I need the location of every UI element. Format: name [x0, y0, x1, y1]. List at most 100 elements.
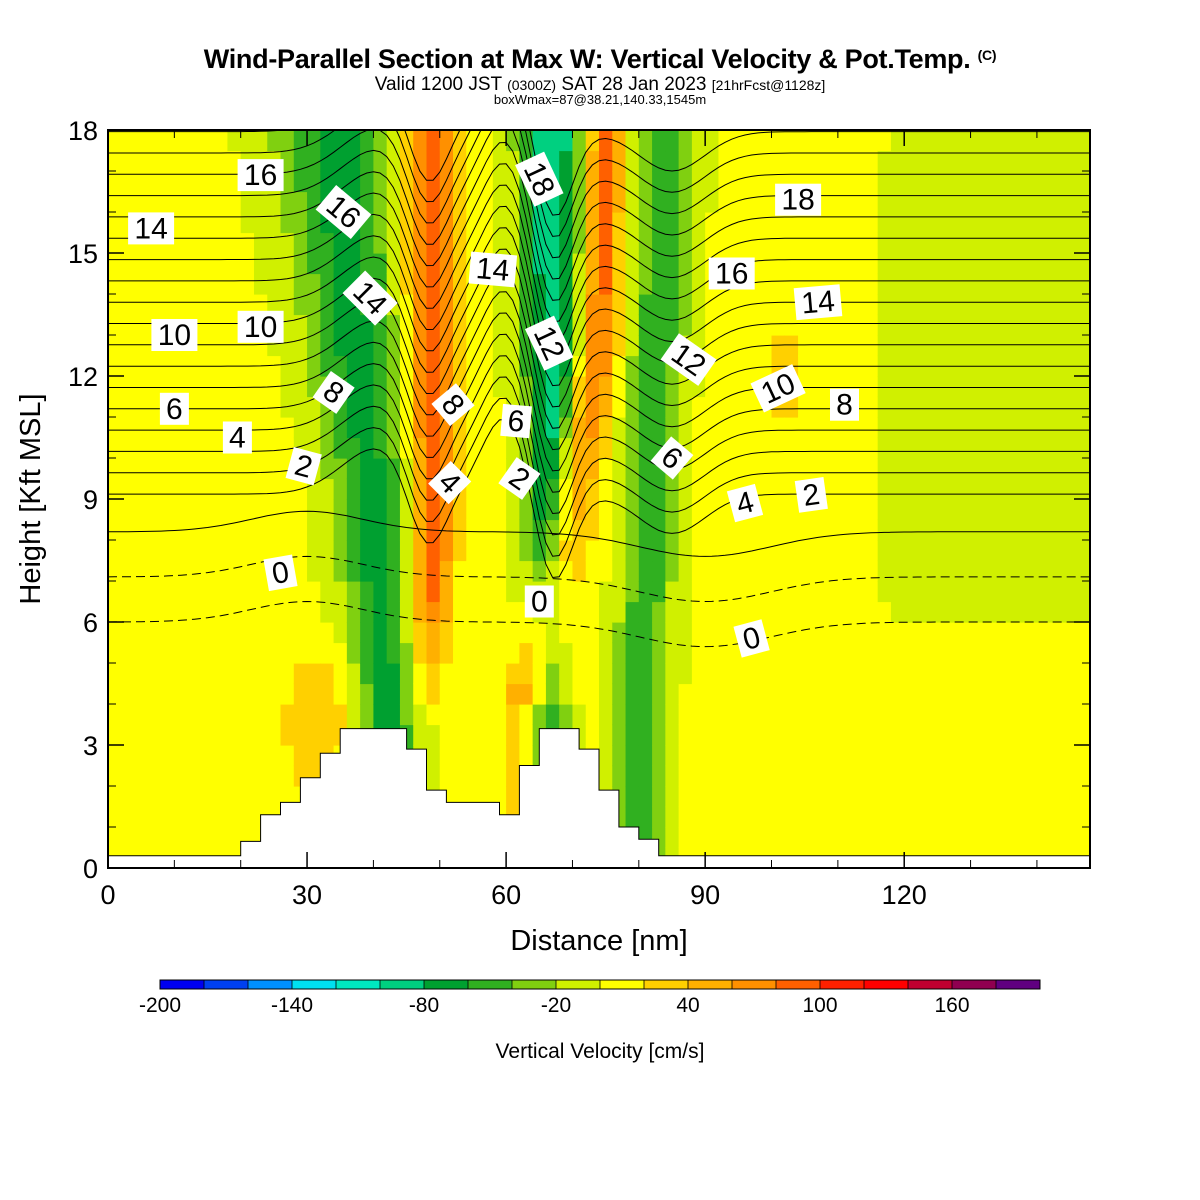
velocity-cell — [187, 437, 202, 459]
velocity-cell — [718, 560, 733, 582]
velocity-cell — [346, 704, 361, 726]
velocity-cell — [426, 683, 441, 705]
velocity-cell — [930, 704, 945, 726]
velocity-cell — [413, 273, 428, 295]
velocity-cell — [187, 478, 202, 500]
velocity-cell — [665, 130, 680, 152]
velocity-cell — [665, 745, 680, 767]
velocity-cell — [652, 663, 666, 685]
velocity-cell — [877, 663, 892, 685]
velocity-cell — [625, 499, 640, 521]
velocity-cell — [824, 581, 839, 603]
velocity-cell — [1010, 150, 1025, 172]
velocity-cell — [108, 601, 122, 623]
velocity-cell — [917, 560, 932, 582]
velocity-cell — [877, 745, 892, 767]
velocity-cell — [134, 294, 149, 316]
velocity-cell — [492, 663, 507, 685]
velocity-cell — [320, 581, 335, 603]
velocity-cell — [108, 499, 122, 521]
velocity-cell — [293, 150, 308, 172]
velocity-cell — [718, 786, 733, 808]
velocity-cell — [267, 232, 282, 254]
velocity-cell — [798, 765, 812, 787]
velocity-cell — [744, 191, 759, 213]
velocity-cell — [360, 683, 375, 705]
velocity-cell — [280, 191, 295, 213]
velocity-cell — [439, 253, 454, 275]
velocity-cell — [386, 663, 401, 685]
velocity-cell — [665, 827, 680, 849]
velocity-cell — [744, 396, 759, 418]
velocity-cell — [599, 499, 613, 521]
velocity-cell — [652, 212, 666, 234]
velocity-cell — [214, 212, 229, 234]
velocity-cell — [1023, 130, 1038, 152]
velocity-cell — [240, 683, 255, 705]
velocity-cell — [983, 519, 998, 541]
velocity-cell — [824, 560, 839, 582]
velocity-cell — [625, 294, 640, 316]
velocity-cell — [904, 294, 919, 316]
velocity-cell — [652, 581, 666, 603]
velocity-cell — [121, 745, 136, 767]
velocity-cell — [771, 458, 786, 480]
velocity-cell — [1063, 724, 1078, 746]
velocity-cell — [413, 396, 428, 418]
velocity-cell — [771, 417, 786, 439]
velocity-cell — [665, 314, 680, 336]
velocity-cell — [1063, 150, 1078, 172]
velocity-cell — [253, 745, 268, 767]
velocity-cell — [386, 499, 401, 521]
velocity-cell — [1063, 273, 1078, 295]
velocity-cell — [519, 191, 534, 213]
velocity-cell — [625, 560, 640, 582]
velocity-cell — [1036, 540, 1051, 562]
velocity-cell — [678, 232, 693, 254]
velocity-cell — [1050, 376, 1065, 398]
velocity-cell — [280, 273, 295, 295]
velocity-cell — [307, 745, 321, 767]
velocity-cell — [612, 765, 627, 787]
velocity-cell — [970, 745, 985, 767]
velocity-cell — [917, 601, 932, 623]
velocity-cell — [930, 376, 945, 398]
velocity-cell — [293, 663, 308, 685]
velocity-cell — [585, 560, 600, 582]
velocity-cell — [280, 786, 295, 808]
velocity-cell — [731, 827, 746, 849]
contour-label: 8 — [830, 388, 859, 422]
velocity-cell — [253, 499, 268, 521]
velocity-cell — [134, 499, 149, 521]
velocity-cell — [1076, 519, 1090, 541]
velocity-cell — [1050, 724, 1065, 746]
velocity-cell — [1023, 335, 1038, 357]
velocity-cell — [652, 540, 666, 562]
velocity-cell — [944, 253, 958, 275]
velocity-cell — [864, 335, 879, 357]
velocity-cell — [851, 130, 866, 152]
velocity-cell — [837, 786, 852, 808]
velocity-cell — [851, 437, 866, 459]
velocity-cell — [426, 765, 441, 787]
velocity-cell — [744, 232, 759, 254]
velocity-cell — [970, 130, 985, 152]
velocity-cell — [333, 519, 348, 541]
velocity-cell — [758, 581, 773, 603]
velocity-cell — [360, 191, 375, 213]
velocity-cell — [1050, 765, 1065, 787]
velocity-cell — [307, 417, 321, 439]
velocity-cell — [373, 171, 388, 193]
velocity-cell — [970, 601, 985, 623]
velocity-cell — [638, 786, 653, 808]
y-tick-label: 0 — [83, 854, 98, 884]
velocity-cell — [917, 786, 932, 808]
velocity-cell — [360, 478, 375, 500]
velocity-cell — [479, 232, 494, 254]
velocity-cell — [1063, 396, 1078, 418]
velocity-cell — [320, 540, 335, 562]
velocity-cell — [1076, 642, 1090, 664]
velocity-cell — [678, 150, 693, 172]
velocity-cell — [134, 437, 149, 459]
velocity-cell — [1023, 232, 1038, 254]
